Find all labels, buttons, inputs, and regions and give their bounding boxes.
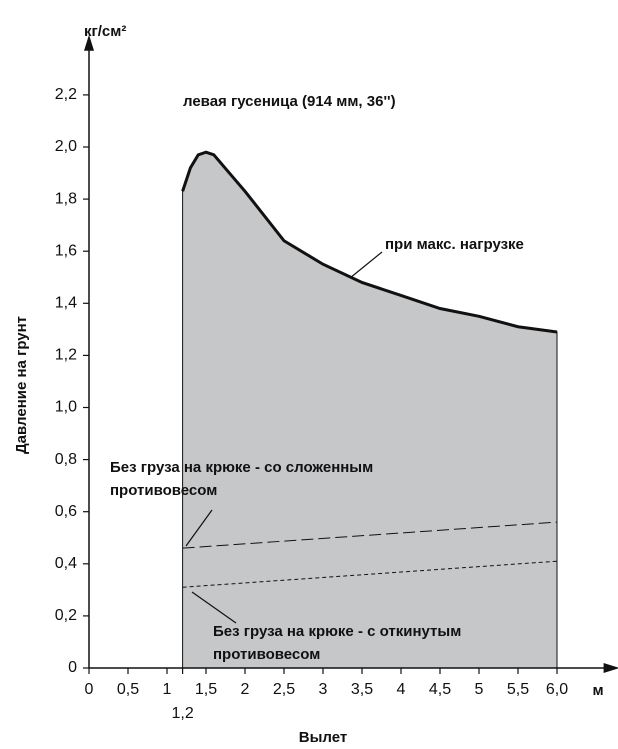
y-unit: кг/см² [84, 23, 126, 40]
y-tick-label: 0,4 [55, 555, 77, 572]
x-tick-label: 5,5 [507, 681, 529, 698]
series-label: при макс. нагрузке [385, 236, 524, 253]
x-tick-label: 2 [241, 681, 250, 698]
x-tick-label: 5 [475, 681, 484, 698]
x-tick-label: 6,0 [546, 681, 568, 698]
y-tick-label: 1,0 [55, 399, 77, 416]
x-axis-label: Вылет [299, 729, 347, 746]
y-tick-label: 0,2 [55, 607, 77, 624]
y-tick-label: 1,8 [55, 190, 77, 207]
x-tick-label: 3,5 [351, 681, 373, 698]
x-arrow [603, 663, 618, 673]
x-tick-label: 3 [319, 681, 328, 698]
y-tick-label: 1,4 [55, 295, 77, 312]
y-axis-label: Давление на грунт [13, 316, 30, 454]
area [182, 151, 558, 669]
x-unit: м [592, 682, 603, 699]
x-tick-label: 1 [163, 681, 172, 698]
y-tick-label: 1,6 [55, 242, 77, 259]
x-tick-label: 1,5 [195, 681, 217, 698]
series-label: противовесом [213, 646, 320, 663]
chart-title: левая гусеница (914 мм, 36'') [183, 93, 396, 110]
y-tick-label: 0,8 [55, 451, 77, 468]
y-tick-label: 2,0 [55, 138, 77, 155]
leader-line [349, 251, 383, 279]
leader-line [185, 509, 213, 547]
x-tick-label: 2,5 [273, 681, 295, 698]
x-tick-label: 4,5 [429, 681, 451, 698]
y-tick-label: 0 [68, 659, 77, 676]
x-tick-label: 0 [85, 681, 94, 698]
leader-line [191, 591, 237, 624]
plot: 0 0,2 0,4 0,6 0,8 1,0 1,2 1,4 1,6 1,8 2,0 2,2 0 0,5 1 1… [55, 34, 618, 722]
y-tick-label: 2,2 [55, 86, 77, 103]
series-label: Без груза на крюке - с откинутым [213, 623, 461, 640]
x-tick-label: 1,2 [171, 705, 193, 722]
x-tick-label: 4 [397, 681, 406, 698]
series-label: противовесом [110, 482, 217, 499]
y-tick-label: 1,2 [55, 347, 77, 364]
x-tick-label: 0,5 [117, 681, 139, 698]
series-line [182, 521, 558, 549]
series-line [181, 150, 558, 334]
y-arrow [84, 34, 94, 51]
series-label: Без груза на крюке - со сложенным [110, 459, 373, 476]
y-tick-label: 0,6 [55, 503, 77, 520]
